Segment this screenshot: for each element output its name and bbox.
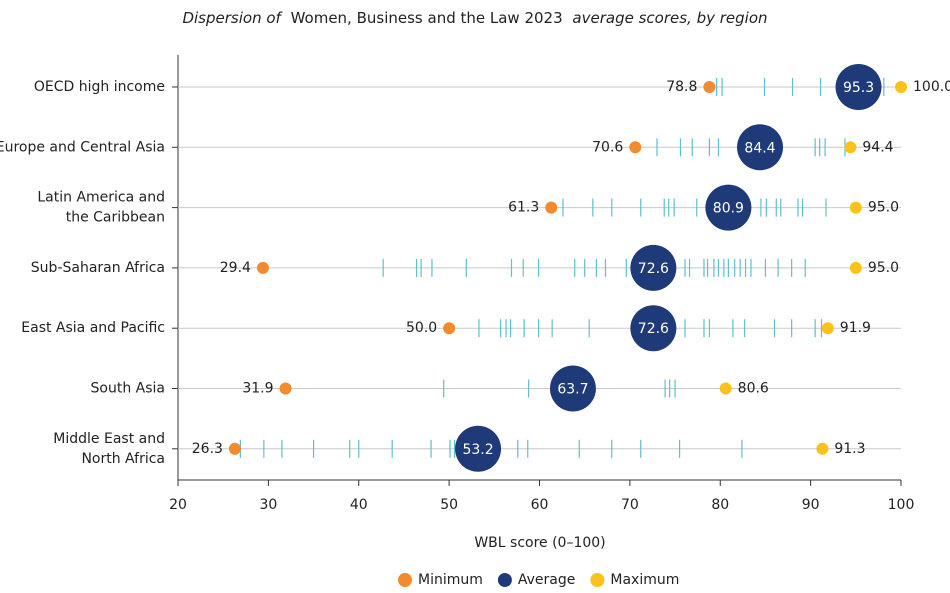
legend-label: Minimum: [418, 572, 483, 588]
x-tick-label: 60: [531, 497, 549, 513]
minimum-dot: [703, 81, 716, 93]
average-label: 72.6: [638, 261, 669, 277]
minimum-dot: [279, 382, 292, 395]
x-tick-label: 100: [888, 497, 915, 513]
minimum-label: 70.6: [592, 139, 623, 155]
average-dot: [630, 244, 677, 291]
maximum-label: 91.3: [834, 441, 865, 457]
minimum-dot: [256, 261, 269, 274]
minimum-dot: [629, 141, 642, 154]
maximum-dot: [849, 201, 862, 214]
minimum-label: 50.0: [406, 320, 437, 336]
maximum-label: 95.0: [868, 260, 899, 276]
average-label: 95.3: [843, 80, 874, 96]
average-label: 84.4: [744, 140, 775, 156]
average-label: 80.9: [713, 201, 744, 217]
y-tick-label: the Caribbean: [66, 210, 165, 226]
x-tick-label: 80: [711, 497, 729, 513]
maximum-dot: [816, 442, 829, 455]
x-tick-label: 90: [802, 497, 820, 513]
y-tick-label: OECD high income: [34, 79, 165, 95]
y-tick-label: North Africa: [81, 451, 165, 467]
average-label: 53.2: [462, 442, 493, 458]
average-dot: [705, 184, 752, 231]
maximum-dot: [821, 322, 834, 335]
title-part: Women, Business and the Law 2023: [291, 9, 563, 27]
maximum-label: 95.0: [868, 200, 899, 216]
maximum-label: 94.4: [862, 139, 893, 155]
average-label: 63.7: [557, 382, 588, 398]
y-tick-label: Sub-Saharan Africa: [31, 260, 165, 276]
legend-swatch: [497, 573, 512, 587]
maximum-label: 91.9: [840, 320, 871, 336]
minimum-label: 78.8: [666, 79, 697, 95]
average-dot: [835, 64, 882, 110]
legend-label: Maximum: [610, 572, 679, 588]
maximum-dot: [849, 261, 862, 274]
title-part: Dispersion of: [182, 9, 283, 27]
maximum-dot: [719, 382, 732, 395]
average-label: 72.6: [638, 321, 669, 337]
x-tick-label: 30: [259, 497, 277, 513]
y-tick-label: Europe and Central Asia: [0, 139, 165, 155]
x-tick-label: 50: [440, 497, 458, 513]
legend-swatch: [398, 573, 412, 587]
maximum-label: 100.0: [913, 79, 950, 95]
y-tick-label: East Asia and Pacific: [21, 320, 165, 336]
y-tick-label: South Asia: [91, 381, 165, 397]
title-part: average scores, by region: [572, 9, 767, 27]
x-axis-label: WBL score (0–100): [474, 535, 605, 551]
maximum-label: 80.6: [738, 381, 769, 397]
x-tick-label: 40: [350, 497, 368, 513]
minimum-label: 29.4: [220, 260, 251, 276]
chart-title: Dispersion of Women, Business and the La…: [182, 9, 767, 27]
average-dot: [549, 365, 596, 412]
legend-label: Average: [518, 572, 576, 588]
x-tick-label: 70: [621, 497, 639, 513]
average-dot: [455, 425, 502, 472]
y-tick-label: Latin America and: [37, 190, 165, 206]
minimum-label: 26.3: [192, 441, 223, 457]
average-dot: [737, 124, 784, 171]
minimum-label: 31.9: [242, 381, 273, 397]
minimum-dot: [443, 322, 456, 335]
maximum-dot: [844, 141, 857, 154]
minimum-label: 61.3: [508, 200, 539, 216]
x-tick-label: 20: [169, 497, 187, 513]
y-tick-label: Middle East and: [53, 431, 165, 447]
minimum-dot: [545, 201, 558, 214]
minimum-dot: [228, 442, 241, 455]
maximum-dot: [895, 81, 907, 93]
average-dot: [630, 305, 677, 352]
legend-swatch: [590, 573, 605, 587]
